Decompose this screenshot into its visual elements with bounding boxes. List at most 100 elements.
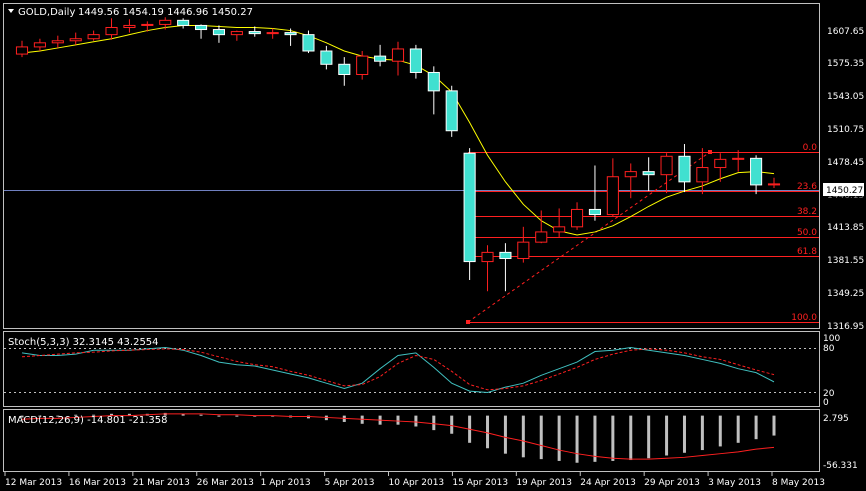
candle-body bbox=[588, 208, 602, 216]
candle-body bbox=[141, 23, 154, 26]
candle-body bbox=[696, 167, 709, 183]
macd-bar bbox=[396, 415, 400, 425]
macd-bar bbox=[110, 413, 114, 416]
time-tick-label: 16 Mar 2013 bbox=[69, 478, 126, 488]
fib-label-0: 0.0 bbox=[803, 143, 818, 153]
macd-axis: 2.795 -56.331 bbox=[823, 414, 858, 471]
macd-bar bbox=[682, 415, 686, 453]
macd-signal-line bbox=[21, 413, 775, 460]
candle-body bbox=[499, 251, 512, 260]
main-chart-frame bbox=[3, 3, 820, 329]
candle-body bbox=[660, 155, 673, 176]
candle-body bbox=[463, 152, 476, 263]
macd-bar bbox=[235, 415, 239, 417]
triangle-down-icon[interactable] bbox=[8, 9, 14, 13]
price-tick-label: 1349.25 bbox=[827, 289, 864, 299]
ohlc-readout: 1449.56 1454.19 1446.96 1450.27 bbox=[78, 7, 253, 18]
stoch-tick-label: 100 bbox=[823, 334, 840, 344]
candle-body bbox=[266, 32, 279, 35]
candle-body bbox=[517, 241, 530, 260]
candle-body bbox=[553, 226, 566, 233]
macd-bar bbox=[647, 415, 651, 459]
time-tick-label: 19 Apr 2013 bbox=[516, 478, 572, 488]
macd-bar bbox=[718, 415, 722, 447]
candle-body bbox=[732, 157, 745, 160]
symbol-label: GOLD,Daily bbox=[18, 7, 75, 18]
macd-histogram bbox=[20, 412, 776, 463]
candle-body bbox=[678, 155, 691, 183]
fib-label-100: 100.0 bbox=[791, 313, 817, 323]
candle-body bbox=[750, 157, 763, 186]
time-tick-label: 29 Apr 2013 bbox=[644, 478, 700, 488]
macd-bar bbox=[127, 413, 131, 416]
candle-body bbox=[123, 24, 136, 28]
price-axis: 1607.65 1575.35 1543.05 1510.75 1478.45 … bbox=[823, 27, 864, 332]
time-tick-label: 15 Apr 2013 bbox=[452, 478, 508, 488]
macd-bar bbox=[74, 414, 78, 416]
candle-body bbox=[445, 90, 458, 132]
fibonacci-retracement[interactable]: 0.0 23.6 38.2 50.0 61.8 100.0 bbox=[466, 143, 819, 324]
candle-body bbox=[69, 38, 82, 42]
fib-label-50: 50.0 bbox=[797, 228, 817, 238]
candle-body bbox=[284, 32, 297, 36]
fib-anchor-end[interactable] bbox=[708, 150, 712, 154]
fib-label-38-2: 38.2 bbox=[797, 207, 817, 217]
macd-bar bbox=[665, 415, 669, 456]
time-tick-label: 5 Apr 2013 bbox=[325, 478, 375, 488]
macd-bar bbox=[217, 415, 221, 417]
current-price-box bbox=[823, 183, 864, 196]
macd-bar bbox=[38, 415, 42, 417]
stochastic-label: Stoch(5,3,3) 32.3145 43.2554 bbox=[8, 337, 159, 348]
price-tick-label: 1478.45 bbox=[827, 158, 864, 168]
stochastic-frame bbox=[3, 331, 820, 407]
candle-body bbox=[248, 31, 261, 35]
macd-bar bbox=[20, 415, 24, 418]
candle-body bbox=[105, 26, 118, 36]
fib-trend-line[interactable] bbox=[467, 151, 711, 323]
fib-label-23-6: 23.6 bbox=[797, 182, 817, 192]
macd-bar bbox=[593, 415, 597, 462]
stoch-tick-label: 20 bbox=[823, 389, 835, 399]
candle-body bbox=[642, 171, 655, 176]
time-axis: 12 Mar 2013 16 Mar 2013 21 Mar 2013 26 Mar … bbox=[4, 472, 825, 488]
macd-bar bbox=[521, 415, 525, 458]
macd-bar bbox=[557, 415, 561, 461]
time-tick-label: 24 Apr 2013 bbox=[580, 478, 636, 488]
macd-tick-label: 2.795 bbox=[823, 414, 849, 424]
macd-bar bbox=[575, 415, 579, 463]
candle-body bbox=[87, 34, 100, 40]
time-tick-label: 3 May 2013 bbox=[708, 478, 761, 488]
candle-body bbox=[338, 63, 351, 76]
stochastic-axis: 100 80 20 0 bbox=[823, 334, 840, 408]
candle-body bbox=[320, 50, 333, 65]
macd-bar bbox=[539, 415, 543, 460]
candle-body bbox=[535, 231, 548, 243]
price-tick-label: 1381.55 bbox=[827, 256, 864, 266]
candle-body bbox=[15, 46, 29, 55]
candle-body bbox=[194, 24, 208, 31]
candle-body bbox=[302, 34, 315, 52]
macd-bar bbox=[181, 413, 185, 416]
macd-bar bbox=[486, 415, 490, 449]
stoch-main-line bbox=[21, 347, 775, 393]
candle-body bbox=[33, 42, 46, 48]
macd-bar bbox=[199, 414, 203, 416]
fib-label-61-8: 61.8 bbox=[797, 247, 817, 257]
time-tick-label: 1 Apr 2013 bbox=[261, 478, 311, 488]
price-tick-label: 1510.75 bbox=[827, 125, 864, 135]
fib-anchor-start[interactable] bbox=[466, 320, 470, 324]
candle-body bbox=[624, 171, 637, 178]
candle-body bbox=[374, 55, 387, 62]
macd-bar bbox=[736, 415, 740, 443]
candle-body bbox=[570, 208, 584, 228]
macd-bar bbox=[754, 415, 758, 440]
candle-body bbox=[606, 176, 619, 216]
macd-bar bbox=[629, 415, 633, 461]
macd-bar bbox=[414, 415, 418, 427]
macd-bar bbox=[92, 414, 96, 416]
macd-frame bbox=[3, 409, 820, 472]
stoch-signal-line bbox=[21, 348, 775, 391]
stoch-tick-label: 0 bbox=[823, 398, 829, 408]
price-tick-label: 1543.05 bbox=[827, 92, 864, 102]
